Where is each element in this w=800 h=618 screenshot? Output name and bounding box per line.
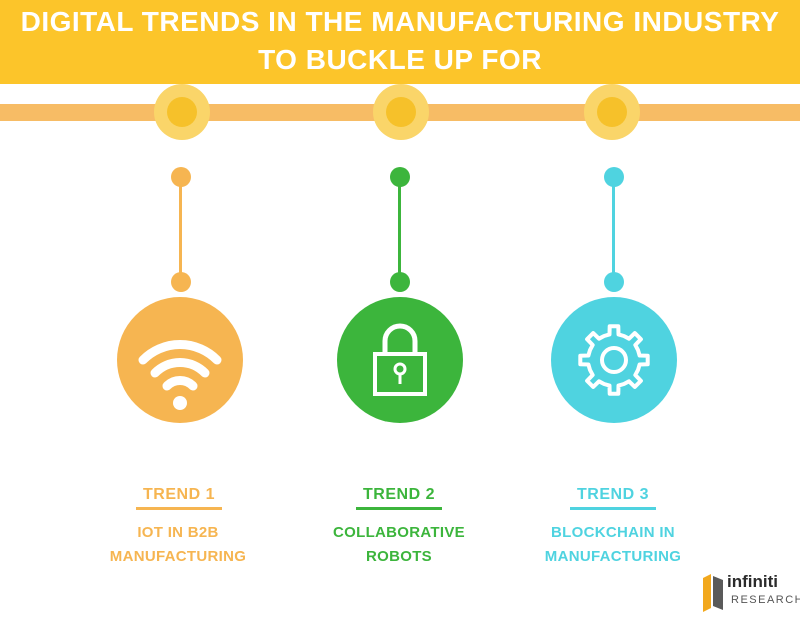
title-line-1: DIGITAL TRENDS IN THE MANUFACTURING INDU… [20,6,780,37]
trend-1-desc-line-2: MANUFACTURING [109,548,247,565]
stem-top-dot-3 [604,167,624,187]
trend-3-underline [570,507,656,510]
stem-bottom-dot-2 [390,272,410,292]
logo-brand: infiniti [727,572,778,591]
trend-1-desc-line-1: IOT IN B2B [137,524,219,541]
padlock-icon [373,323,427,396]
gear-icon [578,324,650,396]
stem-bottom-dot-1 [171,272,191,292]
trend-2-icon-circle [337,297,463,423]
stem-line-2 [398,180,401,280]
stem-top-dot-1 [171,167,191,187]
trend-2-label: TREND 2 [363,486,435,503]
trend-2-underline [356,507,442,510]
trend-2-desc-line-2: ROBOTS [366,548,432,565]
stem-line-3 [612,180,615,280]
title-banner: DIGITAL TRENDS IN THE MANUFACTURING INDU… [0,0,800,84]
trend-2-desc-line-1: COLLABORATIVE [333,524,465,541]
timeline-node-1 [154,84,210,140]
logo-mark-icon [703,574,723,612]
trend-3-label: TREND 3 [577,486,649,503]
title-line-2: TO BUCKLE UP FOR [258,44,542,75]
trend-1-underline [136,507,222,510]
trend-1-label: TREND 1 [143,486,215,503]
trend-3-desc-line-2: MANUFACTURING [544,548,682,565]
timeline-node-3 [584,84,640,140]
stem-line-1 [179,180,182,280]
trend-1-icon-circle [117,297,243,423]
timeline-node-2 [373,84,429,140]
logo-sub: RESEARCH [731,594,800,606]
stem-bottom-dot-3 [604,272,624,292]
infiniti-research-logo: infiniti RESEARCH [701,572,800,612]
wifi-icon [138,340,222,410]
trend-3-icon-circle [551,297,677,423]
trend-3-desc-line-1: BLOCKCHAIN IN [551,524,675,541]
stem-top-dot-2 [390,167,410,187]
